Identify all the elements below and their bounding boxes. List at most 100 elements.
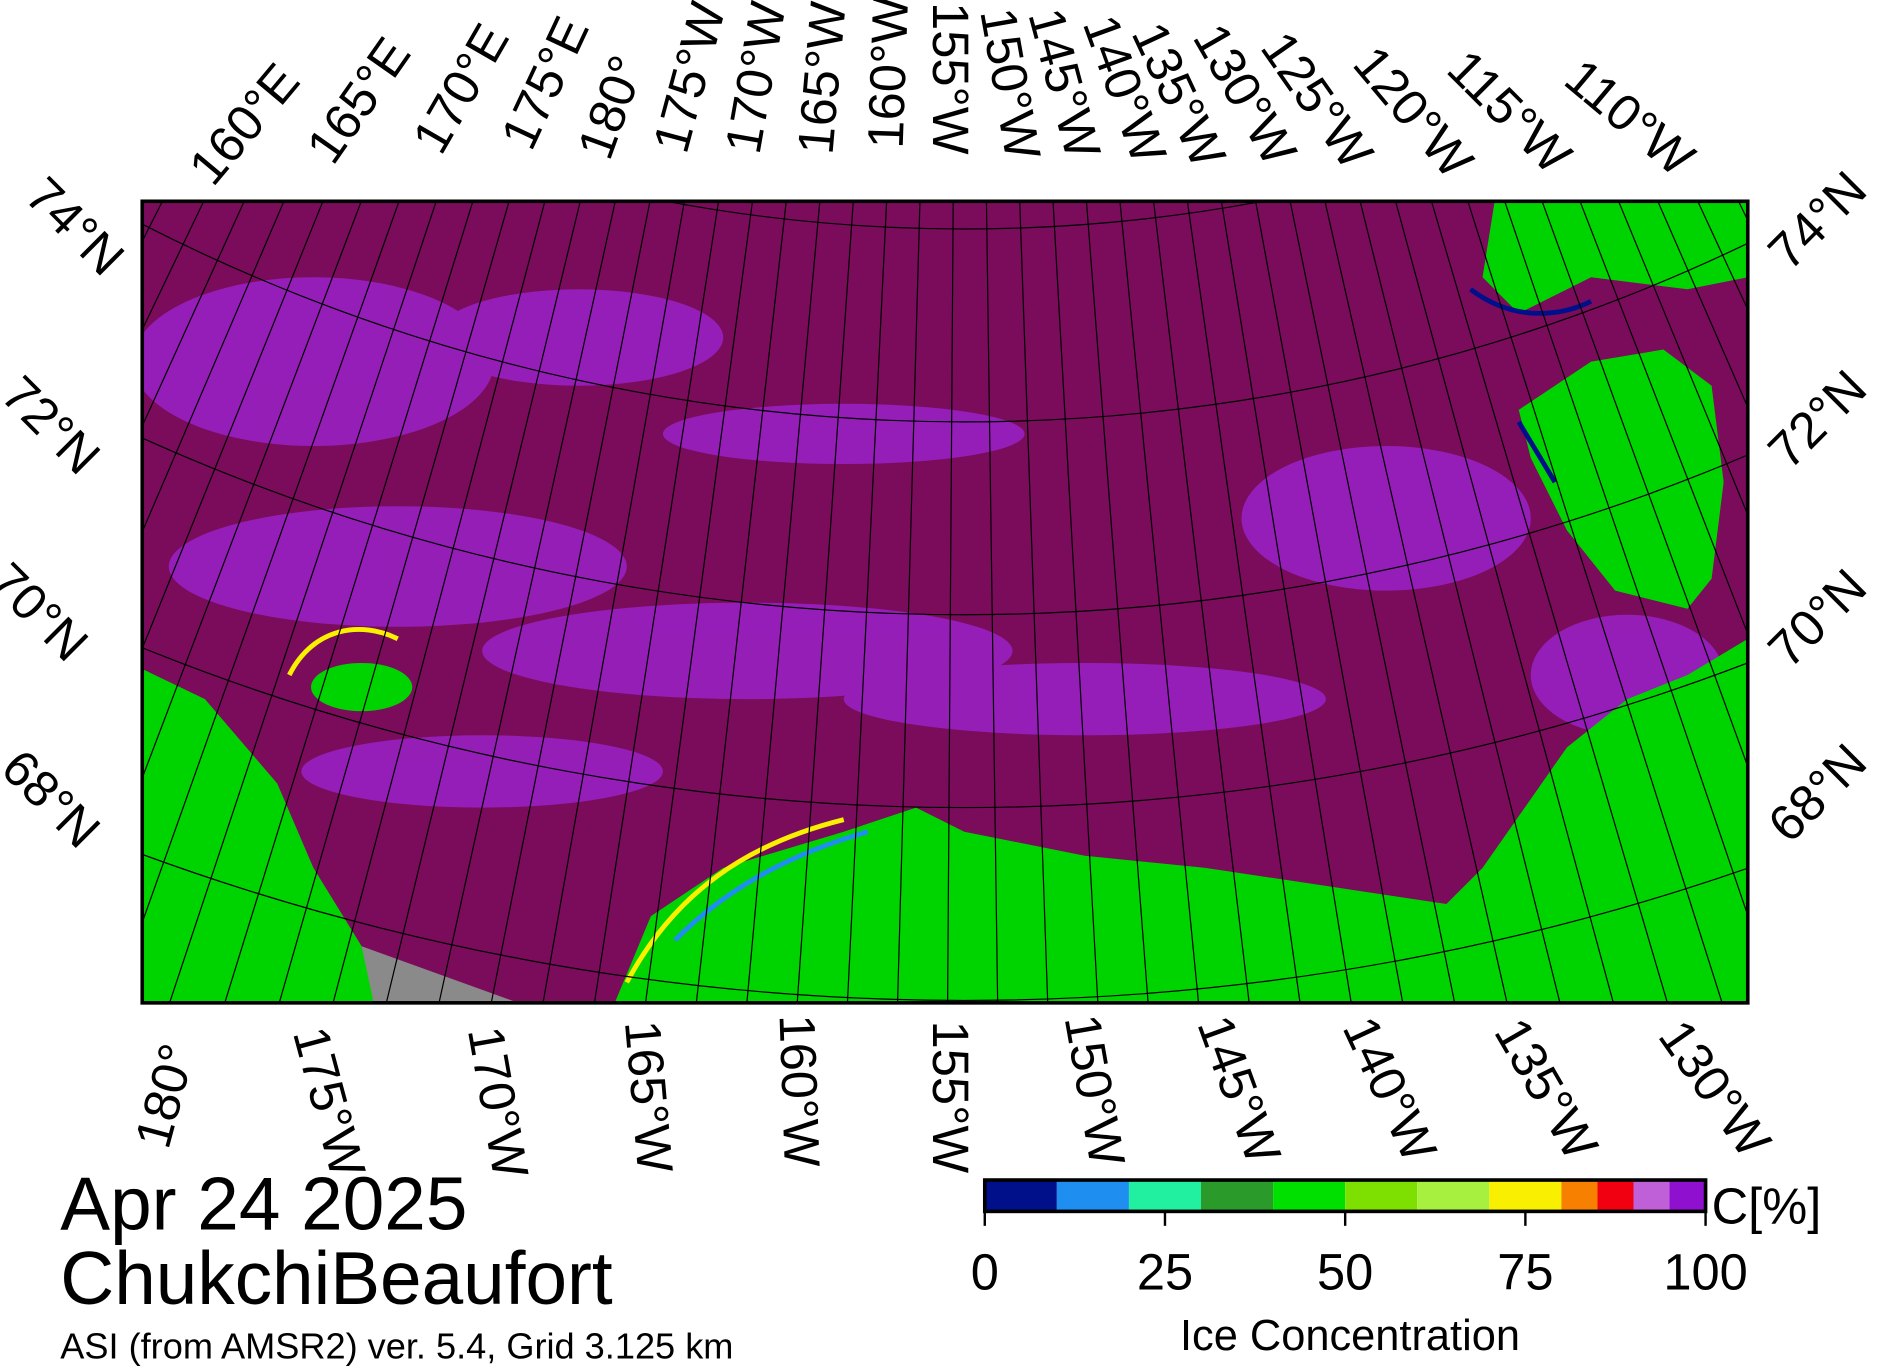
right-graticule-label: 70°N <box>1757 558 1877 678</box>
longitude-line <box>1657 201 1748 409</box>
colorbar-tick-label: 0 <box>971 1244 999 1301</box>
bottom-graticule-label: 155°W <box>922 1021 979 1174</box>
longitude-line <box>846 201 888 1003</box>
longitude-line <box>1019 201 1049 1003</box>
longitude-line <box>438 201 616 1003</box>
top-graticule-label: 165°E <box>295 27 421 173</box>
top-graticule-label: 165°W <box>787 0 857 156</box>
bottom-graticule-label: 175°W <box>282 1021 377 1183</box>
longitude-line <box>1152 201 1250 1003</box>
longitude-line <box>593 201 720 1003</box>
colorbar-segment <box>1633 1180 1670 1212</box>
longitude-line <box>695 201 787 1003</box>
bottom-graticule-label: 170°W <box>457 1022 540 1182</box>
colorbar-segment <box>1128 1180 1202 1212</box>
longitude-line <box>1324 201 1508 1003</box>
longitude-line <box>142 201 285 534</box>
map-area <box>142 0 1890 1003</box>
longitude-line <box>1255 201 1404 1003</box>
colorbar: 0 25 50 75 100 <box>971 1178 1748 1301</box>
colorbar-segment <box>1273 1180 1346 1212</box>
top-graticule-label: 160°W <box>857 0 919 149</box>
longitude-line <box>385 201 581 1003</box>
colorbar-segment <box>1669 1180 1706 1212</box>
bottom-graticule-label: 145°W <box>1187 1008 1293 1171</box>
top-graticule-label: 160°E <box>178 53 311 196</box>
longitude-line <box>1220 201 1352 1003</box>
longitude-line <box>985 201 999 1003</box>
longitude-line <box>1617 201 1748 517</box>
longitude-line <box>168 201 437 1003</box>
colorbar-tick-label: 25 <box>1137 1244 1193 1301</box>
colorbar-segment <box>1056 1180 1129 1212</box>
longitude-line <box>1085 201 1149 1003</box>
longitude-line <box>1289 201 1456 1003</box>
right-graticule-label: 72°N <box>1757 359 1877 479</box>
colorbar-tick-label: 100 <box>1663 1244 1747 1301</box>
longitude-line <box>1876 0 1890 770</box>
longitude-line <box>224 201 474 1003</box>
longitude-line <box>896 201 921 1003</box>
colorbar-segment <box>984 1180 1057 1212</box>
no-data <box>361 946 519 1003</box>
colorbar-segment <box>1489 1180 1562 1212</box>
longitude-line <box>1394 201 1614 1003</box>
right-graticule-label: 68°N <box>1757 732 1877 852</box>
longitude-line <box>644 201 754 1003</box>
bottom-graticule-label: 160°W <box>769 1014 831 1169</box>
date: Apr 24 2025 <box>60 1161 467 1245</box>
top-graticule-label: 155°W <box>922 2 979 155</box>
longitude-line <box>278 201 510 1003</box>
right-graticule-label: 74°N <box>1757 160 1877 280</box>
longitude-line <box>1504 201 1748 918</box>
map-frame <box>140 199 1750 1005</box>
graticule <box>142 0 1890 1003</box>
longitude-line <box>746 201 821 1003</box>
colorbar-segment <box>1561 1180 1598 1212</box>
source: ASI (from AMSR2) ver. 5.4, Grid 3.125 km <box>60 1325 733 1366</box>
colorbar-tick-label: 50 <box>1317 1244 1373 1301</box>
left-graticule-label: 72°N <box>0 365 111 485</box>
longitude-line <box>490 201 651 1003</box>
longitude-line <box>1052 201 1099 1003</box>
latitude-line <box>665 201 1264 230</box>
colorbar-segment <box>1201 1180 1274 1212</box>
bottom-graticule-label: 165°W <box>614 1018 684 1175</box>
top-graticule-label: 110°W <box>1555 48 1706 187</box>
longitude-line <box>142 201 245 428</box>
longitude-line <box>1186 201 1301 1003</box>
bottom-graticule-label: 130°W <box>1648 1010 1782 1168</box>
colorbar-unit: C[%] <box>1712 1177 1822 1234</box>
left-graticule-label: 74°N <box>15 166 135 286</box>
longitude-line <box>1541 201 1748 769</box>
longitude-line <box>1359 201 1561 1003</box>
longitude-line <box>1119 201 1200 1003</box>
longitude-line <box>142 201 400 925</box>
longitude-line <box>142 201 362 780</box>
colorbar-segment <box>1417 1180 1490 1212</box>
bottom-graticule-label: 140°W <box>1332 1008 1448 1170</box>
latitude-line <box>142 223 1748 422</box>
bottom-graticule-label: 150°W <box>1054 1010 1137 1170</box>
left-graticule-label: 70°N <box>0 552 99 672</box>
longitude-line <box>1579 201 1748 636</box>
longitude-line <box>796 201 854 1003</box>
longitude-line <box>542 201 685 1003</box>
region: ChukchiBeaufort <box>60 1236 613 1320</box>
colorbar-label: Ice Concentration <box>1180 1312 1520 1360</box>
longitude-line <box>1467 201 1723 1003</box>
bottom-graticule-label: 135°W <box>1484 1009 1610 1170</box>
longitude-line <box>1430 201 1669 1003</box>
colorbar-segment <box>1345 1180 1418 1212</box>
left-graticule-label: 68°N <box>0 739 111 859</box>
latitude-line <box>142 437 1748 615</box>
colorbar-segment <box>1597 1180 1634 1212</box>
bottom-graticule-label: 180° <box>124 1038 206 1154</box>
lower-ice-patches <box>142 277 1724 808</box>
longitude-line <box>947 201 954 1003</box>
colorbar-tick-label: 75 <box>1497 1244 1553 1301</box>
longitude-line <box>142 201 324 651</box>
land <box>142 201 1748 1003</box>
